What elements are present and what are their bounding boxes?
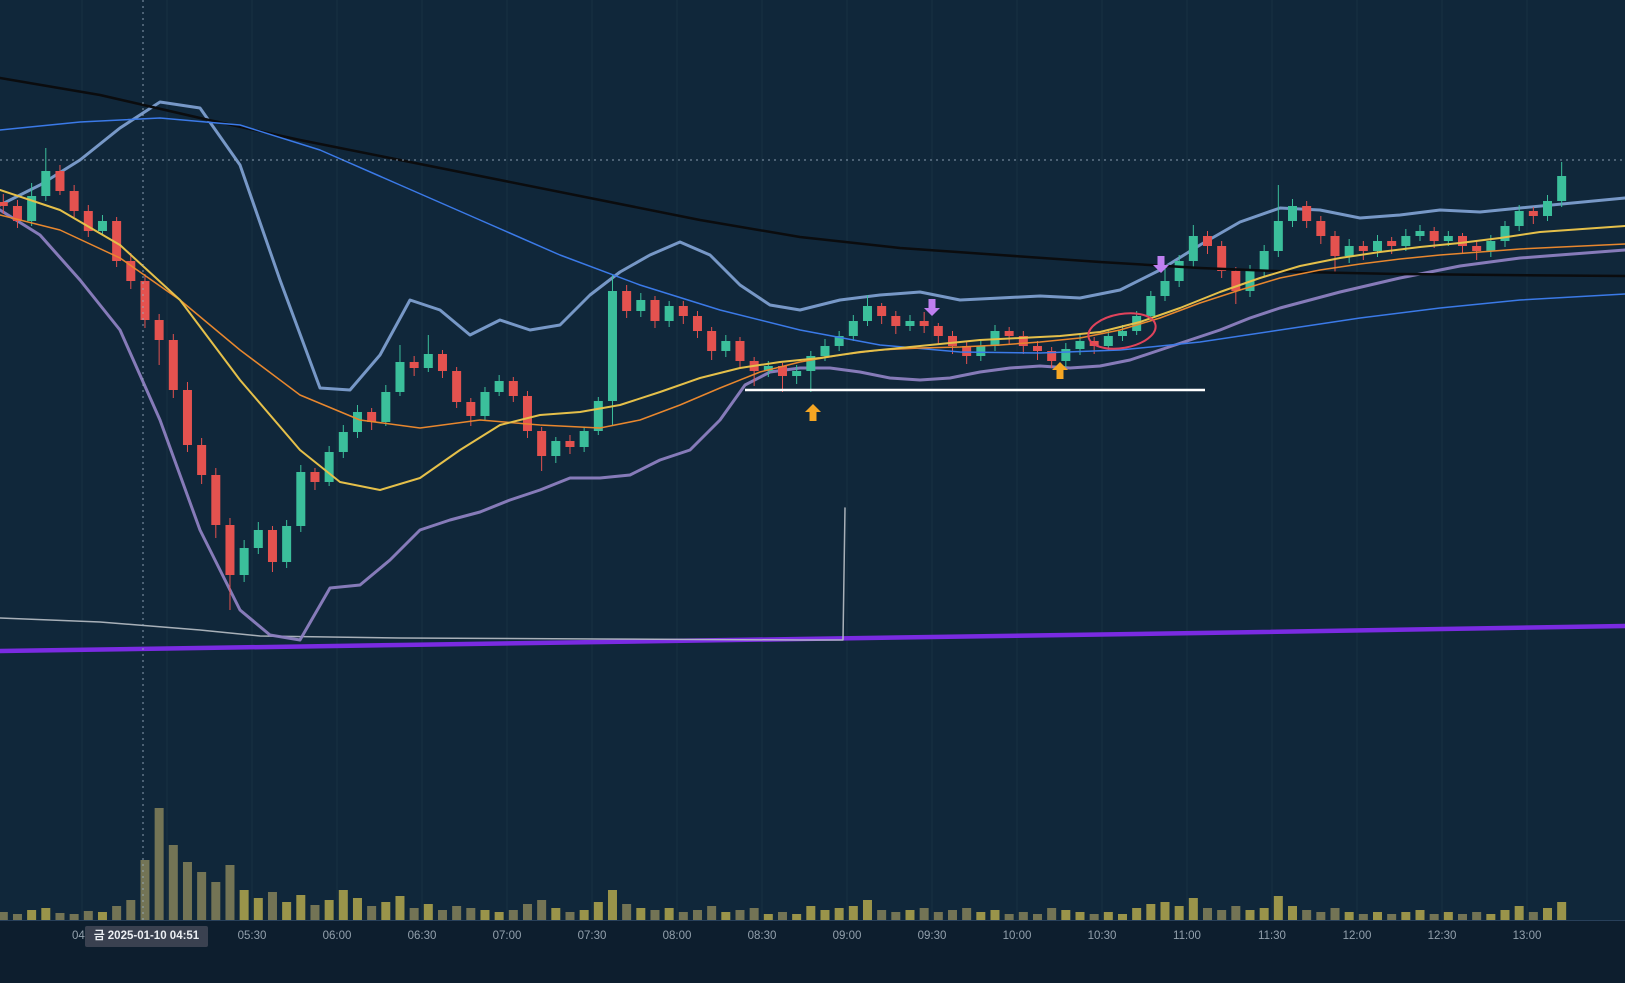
time-axis-label: 07:30 [577,930,607,942]
sell-arrow-marker[interactable] [1153,256,1169,273]
bollinger-lower-line [0,208,1625,642]
time-axis-label: 08:00 [662,930,692,942]
time-axis-label: 11:00 [1173,930,1201,942]
crosshair-layer [0,0,1625,920]
time-axis[interactable]: 04: 05:30 06:00 06:30 07:00 07:30 08:00 08:30 0… [0,920,1625,983]
bollinger-upper-line [0,100,1625,392]
ma-line-yellow [0,189,1625,491]
candles-layer [0,148,1567,610]
time-axis-label: 08:30 [747,930,777,942]
time-axis-label: 05:30 [237,930,267,942]
time-axis-label: 06:30 [407,930,437,942]
volume-layer [0,808,1567,920]
gray-session-line [0,507,846,641]
purple-level-line [0,623,1625,654]
buy-arrow-marker[interactable] [805,404,821,421]
time-axis-label-partial: 04: [72,930,88,942]
time-axis-label: 10:00 [1002,930,1032,942]
time-axis-label: 13:00 [1512,930,1542,942]
buy-arrow-marker[interactable] [1052,362,1068,379]
time-axis-label: 12:00 [1342,930,1372,942]
time-axis-label: 07:00 [492,930,522,942]
time-axis-label: 09:30 [917,930,947,942]
ellipse-drawing[interactable] [1086,308,1159,353]
ma-line-blue [0,117,1625,354]
time-axis-label: 06:00 [322,930,352,942]
time-axis-label: 12:30 [1427,930,1457,942]
time-axis-label: 09:00 [832,930,862,942]
crosshair-time-text: 금 2025-01-10 04:51 [94,930,200,942]
grid-layer [81,0,1528,920]
crosshair-time-badge: 금 2025-01-10 04:51 [85,926,209,947]
time-axis-label: 11:30 [1258,930,1286,942]
sell-arrow-marker[interactable] [924,299,940,316]
price-pane[interactable] [0,0,1625,920]
time-axis-label: 10:30 [1087,930,1117,942]
